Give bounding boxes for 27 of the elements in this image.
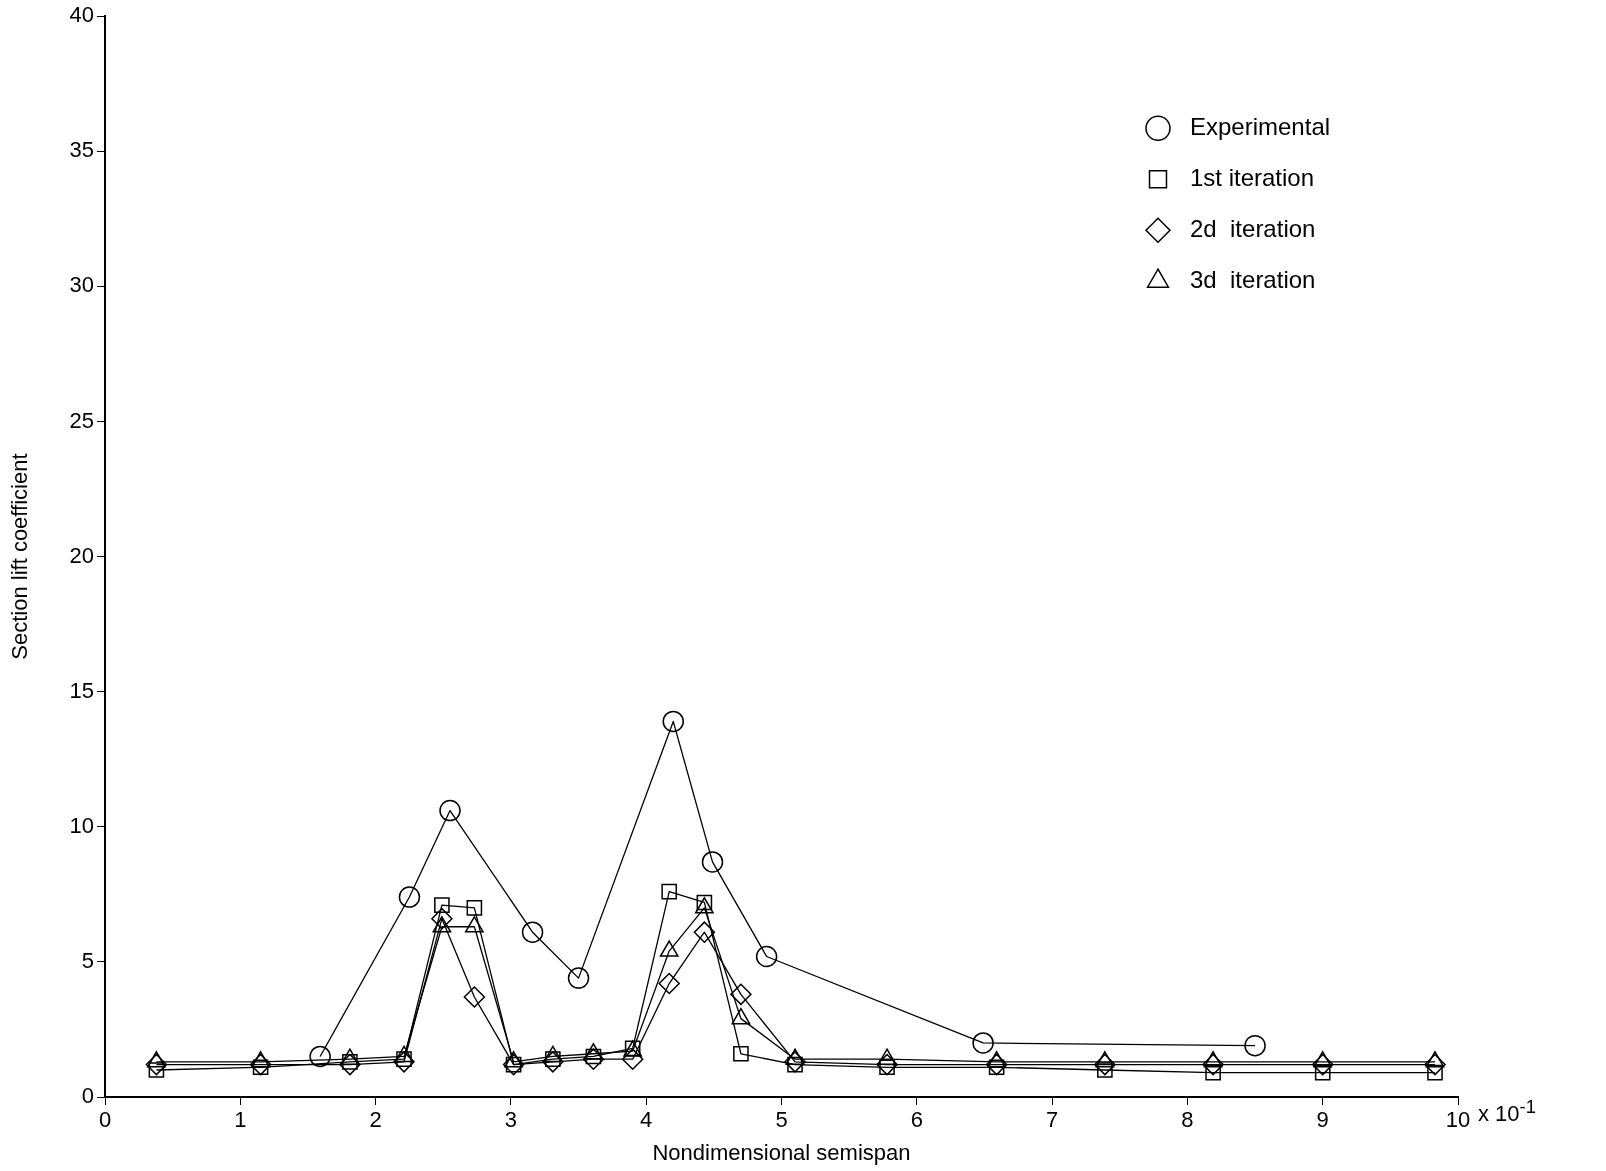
x-tick-label: 1 <box>234 1107 247 1133</box>
legend-label: 3d iteration <box>1190 265 1316 293</box>
legend-label: 2d iteration <box>1190 214 1316 242</box>
x-tick-label: 10 <box>1445 1107 1471 1133</box>
x-tick-label: 3 <box>504 1107 518 1133</box>
y-tick-label: 40 <box>69 2 94 28</box>
x-tick-label: 2 <box>369 1107 382 1133</box>
y-tick-label: 10 <box>69 812 94 838</box>
legend-label: 1st iteration <box>1190 163 1315 191</box>
x-tick-label: 8 <box>1181 1107 1194 1133</box>
y-tick-label: 20 <box>69 542 94 568</box>
x-tick-label: 6 <box>910 1107 923 1133</box>
x-axis-title: Nondimensional semispan <box>652 1139 911 1165</box>
y-tick-label: 35 <box>69 137 94 163</box>
legend-label: Experimental <box>1190 112 1331 140</box>
text: x 10$^{-1}$ <box>1478 1096 1536 1128</box>
x-tick-label: 7 <box>1045 1107 1059 1133</box>
x-tick-label: 4 <box>640 1107 653 1133</box>
y-axis-title: Section lift coefficient <box>7 453 33 660</box>
y-tick-label: 0 <box>81 1083 94 1109</box>
x-tick-label: 9 <box>1316 1107 1329 1133</box>
y-tick-label: 30 <box>69 272 94 298</box>
x-tick-label: 5 <box>775 1107 788 1133</box>
y-tick-label: 15 <box>69 677 94 703</box>
y-tick-label: 25 <box>69 407 94 433</box>
x-tick-label: 0 <box>98 1107 112 1133</box>
y-tick-label: 5 <box>81 947 94 973</box>
